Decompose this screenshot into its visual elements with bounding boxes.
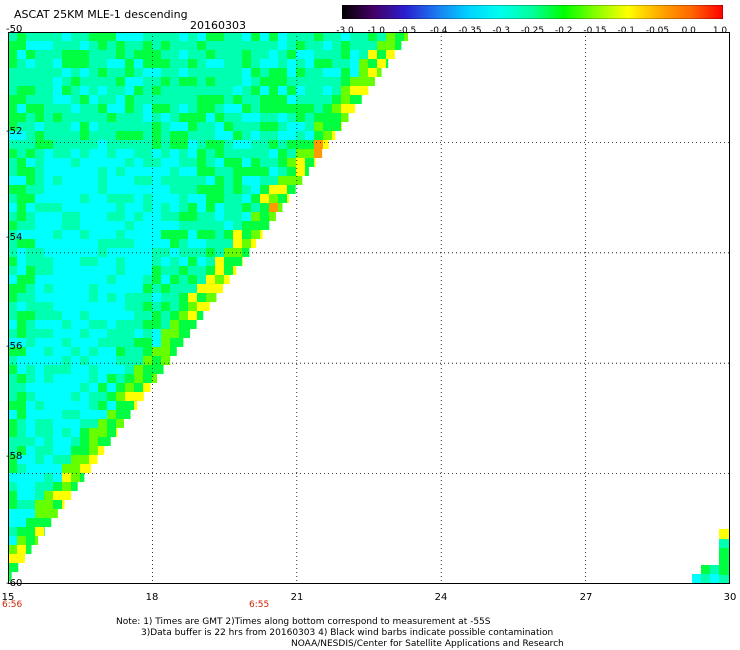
swath-edge-cell: [719, 538, 729, 548]
lat-label: -52: [6, 126, 23, 137]
color-scale-label: -0.35: [458, 26, 482, 36]
lat-label: -60: [6, 578, 23, 589]
wind-swath: [8, 32, 729, 584]
swath-edge-cell: [719, 565, 729, 575]
color-scale-bar: [342, 5, 723, 19]
swath-edge-cell: [710, 574, 720, 584]
swath-edge-cell: [710, 565, 720, 575]
swath-edge-cell: [701, 574, 711, 584]
color-scale-label: -0.25: [520, 26, 545, 36]
lon-label: 30: [723, 592, 737, 603]
note-line: Note: 1) Times are GMT 2)Times along bot…: [116, 617, 491, 627]
lat-label: -50: [6, 24, 23, 35]
swath-edge-cell: [719, 556, 729, 566]
lon-label: 18: [145, 592, 159, 603]
color-scale-label: -0.4: [429, 26, 448, 36]
gmt-time-label: 6:55: [249, 600, 270, 610]
color-scale-label: -0.05: [645, 26, 670, 36]
color-scale-label: -0.3: [492, 26, 511, 36]
lat-label: -58: [6, 451, 23, 462]
lon-label: 21: [290, 592, 304, 603]
color-scale-label: -3.0: [336, 26, 354, 36]
plot-frame: [8, 32, 730, 584]
lon-label: 15: [1, 592, 15, 603]
color-scale-label: -0.2: [554, 26, 573, 36]
lat-label: -54: [6, 232, 23, 243]
lat-label: -56: [6, 341, 23, 352]
swath-edge-cell: [719, 547, 729, 557]
color-scale-label: 0.0: [681, 26, 696, 36]
swath-edge-cell: [719, 574, 729, 584]
color-scale-label: -0.1: [617, 26, 636, 36]
color-scale-label: 1.0: [712, 26, 728, 36]
map-title: ASCAT 25KM MLE-1 descending: [14, 8, 188, 21]
lon-label: 27: [579, 592, 593, 603]
map-date: 20160303: [190, 19, 246, 32]
note-line: 3)Data buffer is 22 hrs from 20160303 4)…: [141, 628, 554, 638]
swath-edge-cell: [701, 565, 711, 575]
lat-lon-grid: [8, 32, 730, 584]
swath-edge-cell: [719, 529, 729, 539]
color-scale-gradient: [342, 5, 723, 19]
note-line: NOAA/NESDIS/Center for Satellite Applica…: [291, 639, 564, 649]
gmt-time-label: 6:56: [2, 600, 23, 610]
lon-label: 24: [434, 592, 448, 603]
color-scale-label: -1.0: [367, 26, 386, 36]
map-plot: [8, 32, 730, 584]
color-scale-label: -0.15: [583, 26, 607, 36]
swath-edge-cell: [692, 574, 702, 584]
color-scale-label: -0.5: [398, 26, 417, 36]
